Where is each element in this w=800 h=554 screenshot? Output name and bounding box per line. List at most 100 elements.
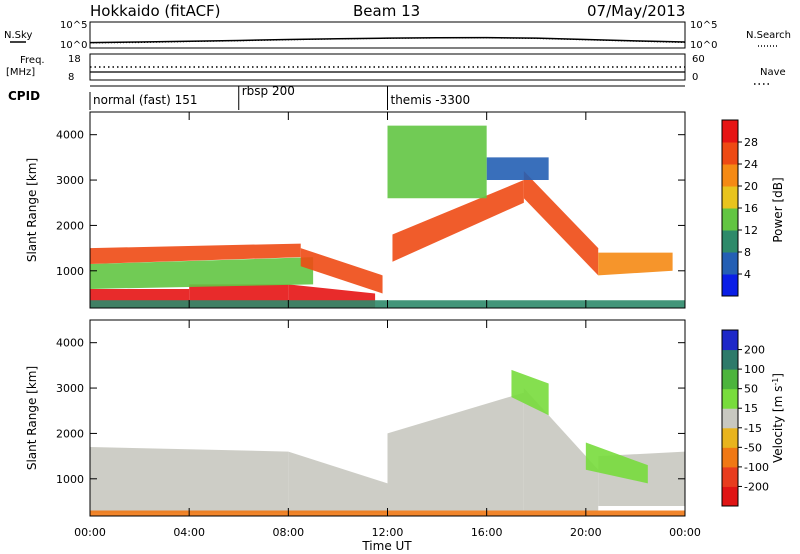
heatmap-band xyxy=(90,447,289,513)
heatmap-band xyxy=(300,248,383,294)
x-ticks: 00:00 04:00 08:00 12:00 16:00 20:00 00:00 xyxy=(74,112,701,539)
power-y-ticks: 1000 2000 3000 4000 xyxy=(56,129,685,278)
x-axis-label: Time UT xyxy=(361,539,412,553)
heatmap-band xyxy=(598,252,673,276)
nave-tick-bottom: 0 xyxy=(692,72,698,83)
power-colorbar-title: Power [dB] xyxy=(771,177,785,242)
y-tick-label: 4000 xyxy=(56,337,84,350)
velocity-colorbar-label: 15 xyxy=(744,402,758,415)
power-colorbar: 4 8 12 16 20 24 28 xyxy=(721,119,758,297)
heatmap-band xyxy=(392,180,524,262)
freq-tick-top: 18 xyxy=(68,54,81,65)
heatmap-band xyxy=(90,257,314,289)
velocity-colorbar-frame xyxy=(721,329,739,507)
heatmap-band xyxy=(523,170,599,276)
nave-label: Nave xyxy=(760,67,786,78)
y-tick-label: 4000 xyxy=(56,129,84,142)
velocity-colorbar-swatch xyxy=(722,408,738,429)
velocity-colorbar-swatch xyxy=(722,349,738,370)
power-colorbar-swatch xyxy=(722,164,738,187)
y-tick-label: 1000 xyxy=(56,265,84,278)
velocity-title-end: ] xyxy=(771,373,785,378)
power-ylabel: Slant Range [km] xyxy=(25,158,39,262)
x-tick-label: 04:00 xyxy=(173,526,205,539)
heatmap-band xyxy=(511,369,549,416)
velocity-colorbar-swatch xyxy=(722,369,738,390)
power-colorbar-label: 24 xyxy=(744,158,758,171)
power-colorbar-swatch xyxy=(722,230,738,253)
cpid-segment-label: rbsp 200 xyxy=(242,84,295,98)
power-colorbar-swatch xyxy=(722,142,738,165)
cpid-segments: normal (fast) 151 rbsp 200 themis -3300 xyxy=(89,84,471,110)
power-colorbar-label: 28 xyxy=(744,136,758,149)
heatmap-band xyxy=(523,388,599,511)
nsky-strip-frame xyxy=(89,21,686,49)
velocity-ylabel: Slant Range [km] xyxy=(25,366,39,470)
x-tick-label: 08:00 xyxy=(272,526,304,539)
cpid-segment-label: themis -3300 xyxy=(391,93,471,107)
velocity-bands xyxy=(90,369,685,516)
date-title: 07/May/2013 xyxy=(587,2,685,20)
power-bands xyxy=(90,125,685,308)
x-tick-label: 12:00 xyxy=(372,526,404,539)
velocity-colorbar-swatch xyxy=(722,466,738,487)
velocity-colorbar-label: -15 xyxy=(744,422,762,435)
velocity-colorbar-label: -50 xyxy=(744,441,762,454)
velocity-colorbar: -200 -100 -50 -15 15 50 100 200 xyxy=(721,329,769,507)
velocity-colorbar-title: Velocity [m s-1] xyxy=(771,373,785,463)
nsearch-line xyxy=(89,37,686,44)
nsearch-label: N.Search xyxy=(746,30,791,41)
heatmap-band xyxy=(585,442,648,484)
beam-title: Beam 13 xyxy=(353,2,420,20)
velocity-colorbar-swatch xyxy=(722,330,738,351)
power-colorbar-label: 20 xyxy=(744,180,758,193)
freq-label-line1: Freq. xyxy=(20,55,45,66)
power-colorbar-label: 16 xyxy=(744,202,758,215)
x-tick-label: 00:00 xyxy=(669,526,701,539)
freq-tick-bottom: 8 xyxy=(68,72,74,83)
power-colorbar-swatch xyxy=(722,274,738,297)
nsky-label: N.Sky xyxy=(4,30,32,41)
power-colorbar-label: 4 xyxy=(744,268,751,281)
power-colorbar-label: 8 xyxy=(744,246,751,259)
velocity-colorbar-label: 100 xyxy=(744,363,765,376)
heatmap-band xyxy=(387,125,487,199)
y-tick-label: 3000 xyxy=(56,382,84,395)
velocity-y-ticks: 1000 2000 3000 4000 xyxy=(56,337,685,486)
heatmap-band xyxy=(90,243,301,264)
nsearch-tick-bottom: 10^0 xyxy=(690,40,717,51)
power-colorbar-swatch xyxy=(722,120,738,143)
nsearch-tick-top: 10^5 xyxy=(690,20,717,31)
velocity-colorbar-label: -100 xyxy=(744,461,769,474)
y-tick-label: 1000 xyxy=(56,473,84,486)
nsky-tick-bottom: 10^0 xyxy=(60,40,87,51)
power-colorbar-swatch xyxy=(722,186,738,209)
velocity-colorbar-swatch xyxy=(722,486,738,507)
power-colorbar-swatch xyxy=(722,208,738,231)
velocity-colorbar-label: -200 xyxy=(744,480,769,493)
heatmap-band xyxy=(486,157,549,181)
x-tick-label: 20:00 xyxy=(570,526,602,539)
velocity-colorbar-label: 200 xyxy=(744,344,765,357)
cpid-label: CPID xyxy=(8,89,40,103)
power-colorbar-label: 12 xyxy=(744,224,758,237)
heatmap-band xyxy=(288,451,388,513)
x-tick-label: 00:00 xyxy=(74,526,106,539)
cpid-segment-label: normal (fast) 151 xyxy=(93,93,197,107)
power-colorbar-swatch xyxy=(722,252,738,275)
velocity-colorbar-swatch xyxy=(722,427,738,448)
x-tick-label: 16:00 xyxy=(471,526,503,539)
heatmap-band xyxy=(387,392,524,511)
nave-tick-top: 60 xyxy=(692,54,705,65)
y-tick-label: 2000 xyxy=(56,427,84,440)
velocity-colorbar-swatch xyxy=(722,447,738,468)
velocity-title-main: Velocity [m s xyxy=(771,386,785,463)
nsky-series xyxy=(89,36,686,44)
velocity-colorbar-swatch xyxy=(722,388,738,409)
nsky-tick-top: 10^5 xyxy=(60,20,87,31)
velocity-colorbar-label: 50 xyxy=(744,383,758,396)
station-title: Hokkaido (fitACF) xyxy=(90,2,221,20)
y-tick-label: 3000 xyxy=(56,174,84,187)
y-tick-label: 2000 xyxy=(56,219,84,232)
